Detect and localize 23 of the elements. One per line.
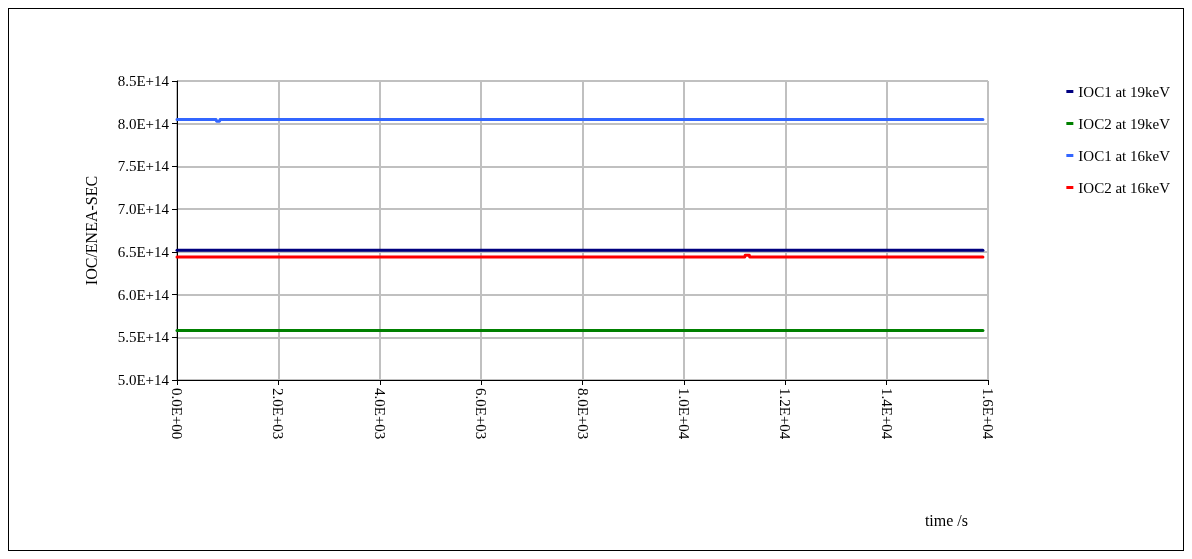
y-axis-title: IOC/ENEA-SEC: [82, 175, 100, 286]
x-tick-label: 0.0E+00: [169, 388, 185, 440]
y-tick-label: 7.0E+14: [117, 201, 170, 218]
x-tick-label: 8.0E+03: [574, 388, 591, 440]
x-tick-label: 1.2E+04: [777, 388, 794, 440]
y-tick-label: 5.0E+14: [117, 372, 170, 388]
legend-label: IOC1 at 16keV: [1078, 147, 1171, 164]
x-tick-label: 2.0E+03: [270, 388, 287, 440]
y-tick-label: 6.0E+14: [117, 286, 170, 303]
y-tick-label: 8.5E+14: [117, 73, 170, 89]
x-tick-label: 6.0E+03: [473, 388, 490, 440]
y-tick-label: 5.5E+14: [117, 329, 170, 346]
x-tick-label: 4.0E+03: [371, 388, 388, 440]
y-tick-label: 7.5E+14: [117, 158, 170, 175]
legend-label: IOC2 at 19keV: [1078, 115, 1171, 132]
y-tick-label: 8.0E+14: [117, 115, 170, 132]
x-tick-label: 1.4E+04: [878, 388, 895, 440]
x-tick-label: 1.6E+04: [980, 388, 996, 440]
x-axis-title: time /s: [924, 511, 968, 529]
legend-label: IOC1 at 19keV: [1078, 83, 1171, 100]
y-tick-label: 6.5E+14: [117, 243, 170, 260]
legend-label: IOC2 at 16keV: [1078, 179, 1171, 196]
x-tick-label: 1.0E+04: [675, 388, 692, 440]
